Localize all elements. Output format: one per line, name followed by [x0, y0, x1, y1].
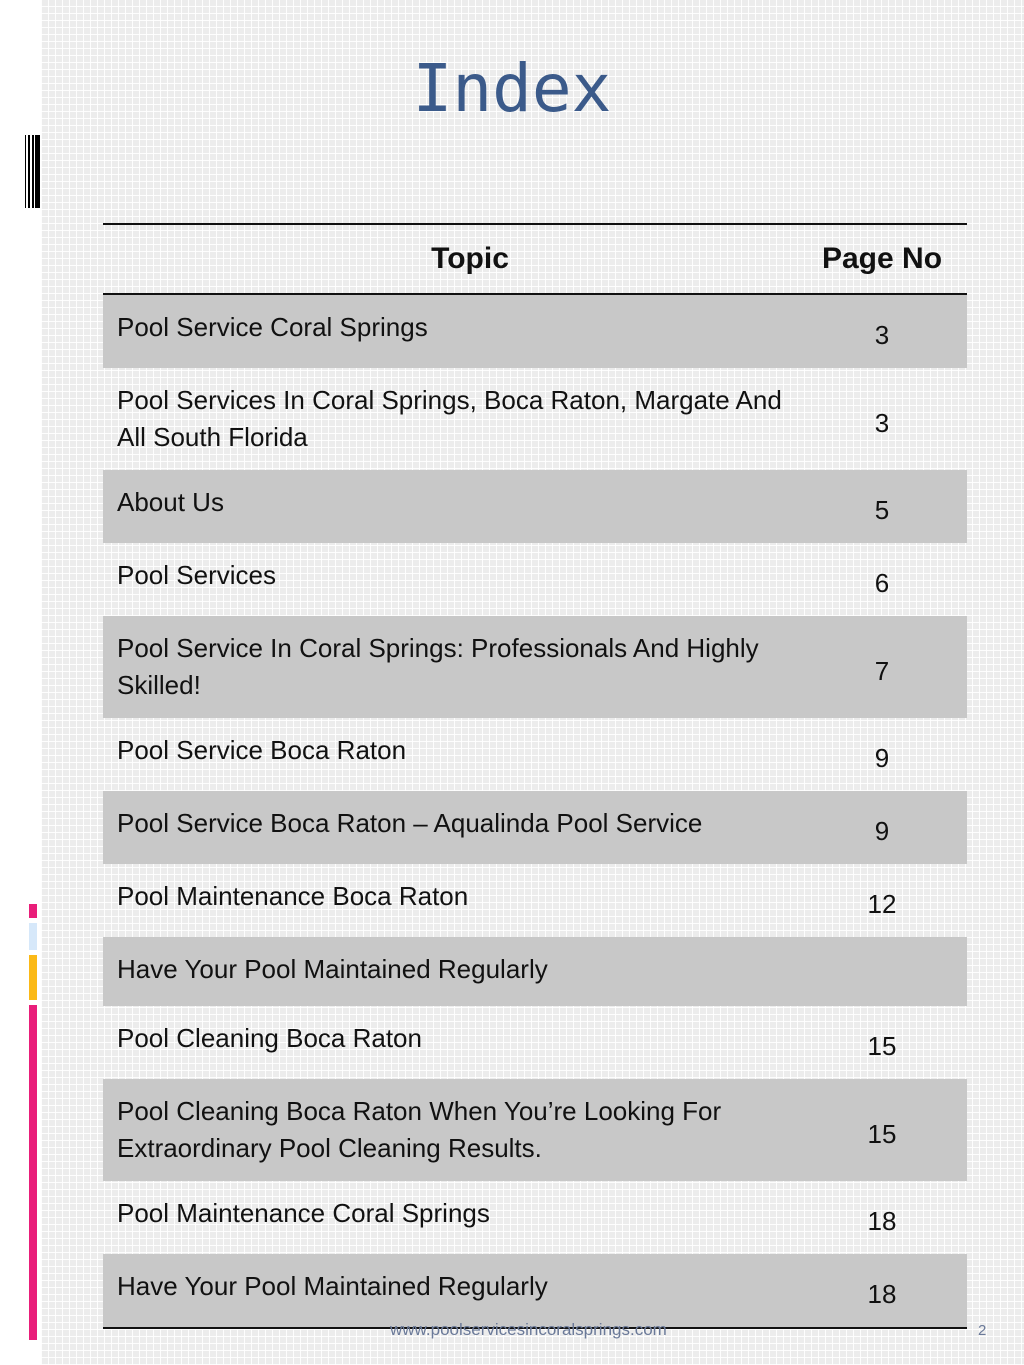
page-cell: 18: [797, 1254, 967, 1328]
topic-cell: Pool Service Coral Springs: [103, 294, 797, 368]
header-page-no: Page No: [797, 224, 967, 295]
page-title: Index: [412, 50, 612, 127]
topic-cell: Pool Services In Coral Springs, Boca Rat…: [117, 385, 782, 452]
table-row: About Us 5: [103, 470, 967, 543]
table-row: Pool Cleaning Boca Raton 15: [103, 1006, 967, 1079]
page-cell: 12: [867, 889, 897, 919]
accent-bar-blue: [29, 923, 37, 950]
topic-cell: Pool Maintenance Coral Springs: [117, 1198, 490, 1228]
page-cell: 15: [797, 1079, 967, 1181]
table-row: Pool Services 6: [103, 543, 967, 616]
table-row: Pool Service Boca Raton 9: [103, 718, 967, 791]
topic-cell: Pool Service Boca Raton: [117, 735, 407, 765]
footer-url: www.poolservicesincoralsprings.com: [390, 1320, 667, 1339]
topic-cell: Pool Cleaning Boca Raton: [117, 1023, 422, 1053]
table-row: Have Your Pool Maintained Regularly 18: [103, 1254, 967, 1328]
page-cell: 9: [797, 791, 967, 864]
page-cell: 3: [797, 294, 967, 368]
table-row: Pool Service In Coral Springs: Professio…: [103, 616, 967, 718]
table-row: Have Your Pool Maintained Regularly: [103, 937, 967, 1006]
page-cell: [797, 937, 967, 1006]
table-row: Pool Service Boca Raton – Aqualinda Pool…: [103, 791, 967, 864]
page-cell: 3: [874, 407, 890, 438]
topic-cell: Pool Service In Coral Springs: Professio…: [103, 616, 797, 718]
table-row: Pool Service Coral Springs 3: [103, 294, 967, 368]
page-cell: 9: [874, 743, 890, 773]
topic-cell: Pool Service Boca Raton – Aqualinda Pool…: [103, 791, 797, 864]
barcode-decoration: [25, 135, 40, 208]
table-row: Pool Cleaning Boca Raton When You’re Loo…: [103, 1079, 967, 1181]
topic-cell: Pool Services: [117, 560, 276, 590]
table-row: Pool Maintenance Boca Raton 12: [103, 864, 967, 937]
topic-cell: About Us: [103, 470, 797, 543]
topic-cell: Have Your Pool Maintained Regularly: [103, 937, 797, 1006]
topic-cell: Pool Cleaning Boca Raton When You’re Loo…: [103, 1079, 797, 1181]
page-cell: 6: [874, 568, 890, 598]
accent-bar-orange: [29, 955, 37, 1000]
page-cell: 18: [867, 1206, 897, 1236]
topic-cell: Have Your Pool Maintained Regularly: [103, 1254, 797, 1328]
page-cell: 15: [867, 1031, 897, 1061]
page-cell: 7: [797, 616, 967, 718]
table-row: Pool Maintenance Coral Springs 18: [103, 1181, 967, 1254]
accent-bar-pink-long: [29, 1005, 37, 1340]
topic-cell: Pool Maintenance Boca Raton: [117, 881, 469, 911]
slide-number: 2: [978, 1322, 987, 1339]
index-table: Topic Page No Pool Service Coral Springs…: [103, 223, 967, 1329]
header-topic: Topic: [103, 224, 797, 295]
accent-bar-pink: [29, 904, 37, 918]
table-row: Pool Services In Coral Springs, Boca Rat…: [103, 368, 967, 470]
page-cell: 5: [797, 470, 967, 543]
